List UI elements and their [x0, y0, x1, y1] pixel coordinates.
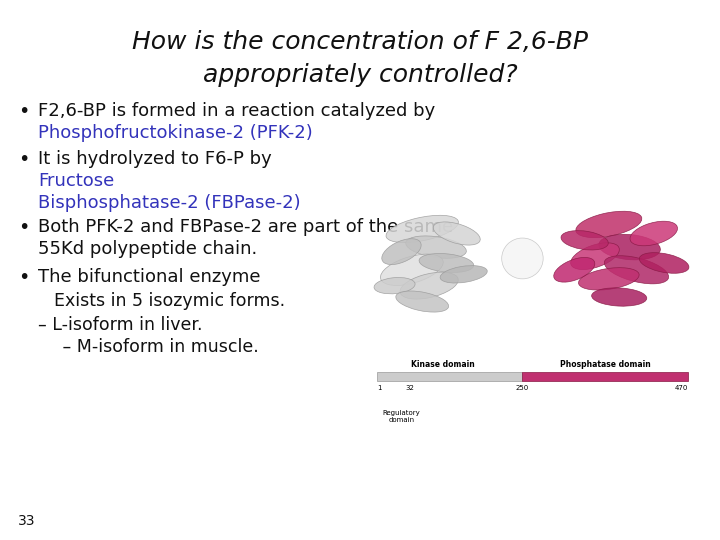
Text: How is the concentration of F 2,6-BP: How is the concentration of F 2,6-BP	[132, 30, 588, 54]
Text: Fructose: Fructose	[38, 172, 114, 190]
Text: F2,6-BP is formed in a reaction catalyzed by: F2,6-BP is formed in a reaction catalyze…	[38, 102, 436, 120]
Text: – L-isoform in liver.: – L-isoform in liver.	[38, 316, 202, 334]
Text: •: •	[18, 268, 30, 287]
Text: 33: 33	[18, 514, 35, 528]
Text: •: •	[18, 218, 30, 237]
Ellipse shape	[433, 222, 480, 245]
Text: Kinase domain: Kinase domain	[411, 360, 474, 369]
Ellipse shape	[382, 239, 421, 265]
Text: Bisphosphatase-2 (FBPase-2): Bisphosphatase-2 (FBPase-2)	[38, 194, 301, 212]
Ellipse shape	[604, 256, 669, 284]
Text: 32: 32	[405, 385, 414, 391]
Ellipse shape	[405, 236, 467, 258]
Text: 470: 470	[675, 385, 688, 391]
Bar	[377, 372, 523, 381]
Text: It is hydrolyzed to F6-P by: It is hydrolyzed to F6-P by	[38, 150, 277, 168]
Ellipse shape	[419, 253, 474, 273]
Ellipse shape	[571, 243, 619, 269]
Ellipse shape	[561, 231, 608, 250]
Ellipse shape	[502, 238, 543, 279]
Ellipse shape	[386, 215, 459, 242]
Text: •: •	[18, 102, 30, 121]
Text: The bifunctional enzyme: The bifunctional enzyme	[38, 268, 261, 286]
Text: 1: 1	[377, 385, 382, 391]
Bar	[523, 372, 688, 381]
Text: Phosphofructokinase-2 (PFK-2): Phosphofructokinase-2 (PFK-2)	[38, 124, 312, 142]
Ellipse shape	[396, 291, 449, 312]
Text: 55Kd polypeptide chain.: 55Kd polypeptide chain.	[38, 240, 257, 258]
Ellipse shape	[380, 254, 444, 286]
Text: Both PFK-2 and FBPase-2 are part of the same: Both PFK-2 and FBPase-2 are part of the …	[38, 218, 453, 236]
Ellipse shape	[578, 268, 639, 290]
Ellipse shape	[440, 266, 487, 283]
Text: •: •	[18, 150, 30, 169]
Ellipse shape	[592, 288, 647, 306]
Text: 250: 250	[516, 385, 529, 391]
Ellipse shape	[630, 221, 678, 246]
Text: – M-isoform in muscle.: – M-isoform in muscle.	[46, 338, 258, 356]
Text: Regulatory
domain: Regulatory domain	[382, 410, 420, 423]
Text: appropriately controlled?: appropriately controlled?	[203, 63, 517, 87]
Ellipse shape	[374, 278, 415, 294]
Ellipse shape	[599, 234, 660, 260]
Text: Exists in 5 isozymic forms.: Exists in 5 isozymic forms.	[43, 292, 285, 310]
Ellipse shape	[576, 211, 642, 238]
Text: Phosphatase domain: Phosphatase domain	[560, 360, 651, 369]
Ellipse shape	[639, 253, 689, 273]
Ellipse shape	[400, 272, 458, 299]
Ellipse shape	[554, 258, 595, 282]
